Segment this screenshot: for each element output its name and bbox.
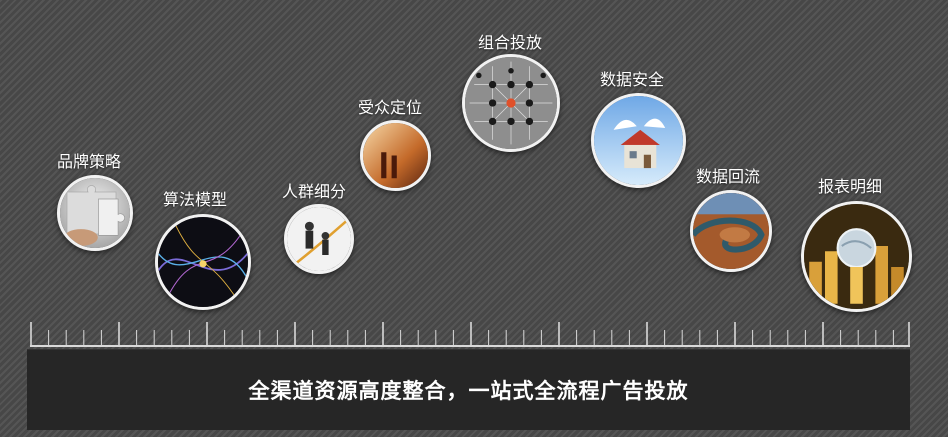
feature-label-audience-targeting: 受众定位	[358, 98, 423, 117]
feature-label-combined-delivery: 组合投放	[478, 33, 543, 52]
people-image	[284, 204, 354, 274]
feature-label-audience-segmentation: 人群细分	[282, 182, 347, 201]
timeline-ruler	[30, 318, 910, 348]
flying-house-image	[591, 93, 686, 188]
feature-label-brand-strategy: 品牌策略	[57, 152, 122, 171]
feature-label-report-detail: 报表明细	[818, 177, 883, 196]
algorithm-image	[155, 214, 251, 310]
report-globe-image	[801, 201, 912, 312]
network-image	[462, 54, 560, 152]
feature-label-algorithm-model: 算法模型	[163, 190, 228, 209]
puzzle-image	[57, 175, 133, 251]
banner-slogan: 全渠道资源高度整合，一站式全流程广告投放	[248, 379, 689, 403]
slogan-banner: 全渠道资源高度整合，一站式全流程广告投放	[27, 349, 910, 430]
feature-label-data-backflow: 数据回流	[696, 167, 761, 186]
feature-label-data-security: 数据安全	[600, 70, 665, 89]
river-bend-image	[690, 190, 772, 272]
targeting-image	[360, 120, 431, 191]
